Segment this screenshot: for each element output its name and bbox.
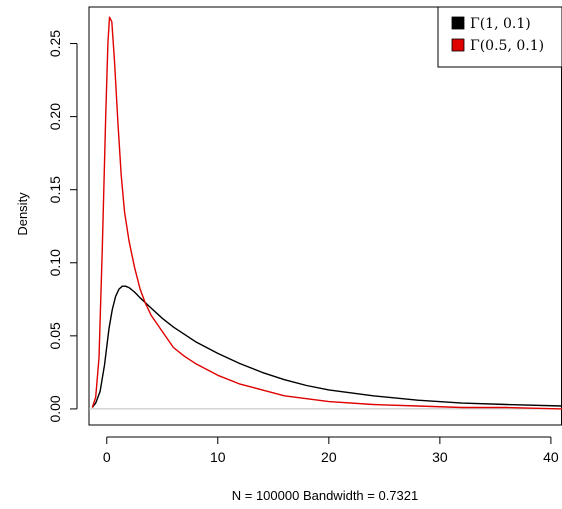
x-tick-label: 20	[321, 449, 337, 465]
plot-layer: 0 10 20 30 40 0.00 0.05 0.10 0.15 0.20 0.25 Γ(1, 0.…	[47, 6, 562, 465]
y-tick-label: 0.20	[47, 103, 63, 130]
series-line-2	[91, 16, 562, 410]
legend-swatch	[451, 16, 465, 30]
y-tick-label: 0.10	[47, 249, 63, 276]
y-tick-label: 0.15	[47, 176, 63, 203]
legend-label: Γ(0.5, 0.1)	[470, 38, 544, 54]
legend-label: Γ(1, 0.1)	[470, 16, 531, 32]
x-tick-label: 0	[103, 449, 111, 465]
x-tick-label: 40	[543, 449, 559, 465]
y-axis-label: Density	[15, 192, 30, 236]
plot-frame	[88, 6, 562, 426]
x-axis-label: N = 100000 Bandwidth = 0.7321	[232, 488, 418, 503]
legend-swatch	[451, 38, 465, 52]
legend-box	[437, 6, 562, 68]
series-line-1	[91, 285, 562, 408]
x-tick-label: 10	[210, 449, 226, 465]
x-tick-label: 30	[432, 449, 448, 465]
legend: Γ(1, 0.1) Γ(0.5, 0.1)	[437, 6, 562, 68]
y-tick-label: 0.25	[47, 30, 63, 57]
y-tick-label: 0.05	[47, 322, 63, 349]
y-tick-label: 0.00	[47, 395, 63, 422]
